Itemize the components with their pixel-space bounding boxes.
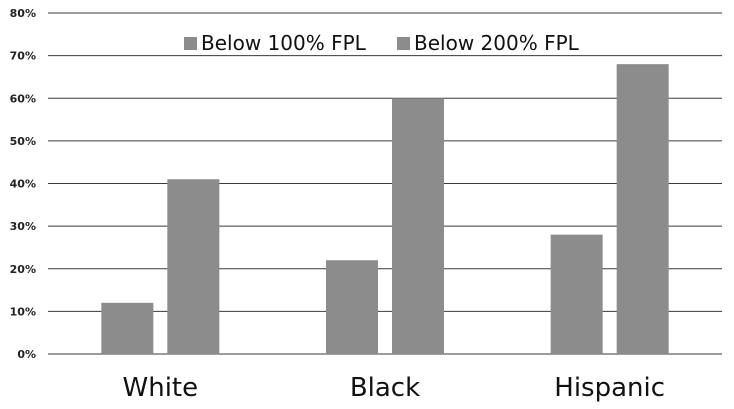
legend: Below 100% FPL Below 200% FPL [184, 31, 580, 55]
x-category-label: White [123, 373, 199, 403]
bar-hispanic-series-1 [550, 234, 603, 354]
x-axis-categories: White Black Hispanic [123, 373, 666, 403]
bar-hispanic-series-2 [616, 64, 669, 355]
y-tick-label: 20% [10, 263, 36, 276]
y-tick-label: 40% [10, 178, 36, 191]
y-tick-label: 50% [10, 135, 36, 148]
y-tick-label: 30% [10, 220, 36, 233]
y-tick-label: 10% [10, 305, 36, 318]
y-axis-ticks: 0% 10% 20% 30% 40% 50% 60% 70% 80% [10, 7, 36, 361]
bars [101, 64, 669, 355]
y-tick-label: 0% [17, 348, 36, 361]
x-category-label: Black [350, 373, 420, 403]
legend-swatch [397, 37, 410, 50]
legend-label: Below 100% FPL [201, 31, 367, 55]
x-category-label: Hispanic [554, 373, 665, 403]
gridlines [48, 12, 722, 355]
y-tick-label: 80% [10, 7, 36, 20]
bar-black-series-1 [326, 260, 378, 354]
y-tick-label: 60% [10, 92, 36, 105]
bar-white-series-1 [101, 302, 154, 354]
y-tick-label: 70% [10, 50, 36, 63]
legend-swatch [184, 37, 197, 50]
legend-label: Below 200% FPL [414, 31, 580, 55]
bar-black-series-2 [392, 98, 444, 354]
bar-white-series-2 [167, 179, 220, 354]
